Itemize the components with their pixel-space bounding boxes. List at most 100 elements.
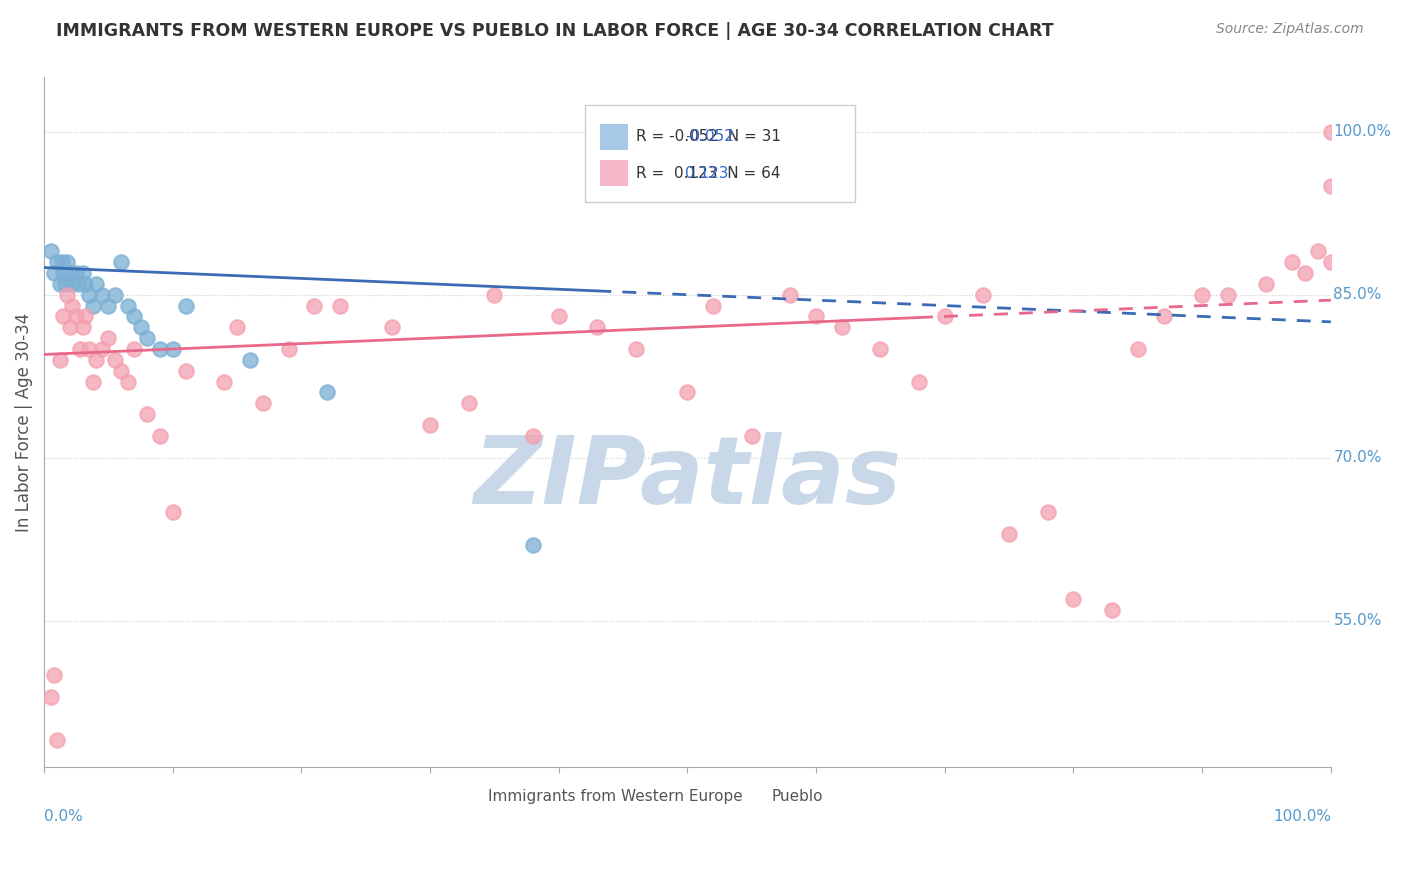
Point [162,505,184,519]
Bar [456,788,479,805]
Point [149,429,172,443]
Point [82,299,104,313]
Point [67,277,90,291]
Point [46,733,69,747]
Point [484,287,506,301]
Text: -0.052: -0.052 [685,129,734,145]
Point [59,266,82,280]
Point [129,320,152,334]
Point [75,277,97,291]
Text: 100.0%: 100.0% [1272,809,1331,823]
Point [65,266,87,280]
Point [44,266,66,280]
Point [110,255,132,269]
Point [77,342,100,356]
Point [75,310,97,324]
Point [1216,287,1239,301]
Point [122,310,145,324]
Point [65,310,87,324]
Point [1126,342,1149,356]
Point [97,331,120,345]
Point [624,342,647,356]
Point [51,255,73,269]
Point [52,266,75,280]
Point [72,266,94,280]
Point [104,352,127,367]
Point [91,342,114,356]
Point [174,299,197,313]
Point [82,375,104,389]
Point [122,342,145,356]
Point [162,342,184,356]
Point [136,331,159,345]
Point [676,385,699,400]
Point [62,299,84,313]
Point [174,364,197,378]
Point [1320,125,1343,139]
Point [48,277,70,291]
Text: R =  0.123  N = 64: R = 0.123 N = 64 [636,166,780,181]
Bar [600,124,628,150]
Point [869,342,891,356]
Point [329,299,352,313]
Point [91,287,114,301]
Point [117,299,139,313]
Point [998,526,1021,541]
Point [110,364,132,378]
Point [212,375,235,389]
Point [48,352,70,367]
Text: Source: ZipAtlas.com: Source: ZipAtlas.com [1216,22,1364,37]
Point [149,342,172,356]
Point [1320,179,1343,194]
Point [59,320,82,334]
Point [316,385,339,400]
Point [53,277,76,291]
Point [226,320,249,334]
Point [1281,255,1303,269]
Text: Pueblo: Pueblo [770,789,823,805]
Text: 100.0%: 100.0% [1333,124,1392,139]
Point [547,310,569,324]
Point [304,299,326,313]
Point [457,396,479,410]
Point [39,690,62,704]
Point [136,407,159,421]
Bar [585,105,855,202]
Point [586,320,609,334]
Point [1256,277,1278,291]
Point [69,342,91,356]
Point [934,310,956,324]
Point [1306,244,1329,259]
Point [117,375,139,389]
Point [779,287,801,301]
Point [84,352,107,367]
Point [39,244,62,259]
Point [804,310,827,324]
Point [419,418,441,433]
Point [380,320,402,334]
Point [1101,603,1123,617]
Point [46,255,69,269]
Point [831,320,853,334]
Bar [740,788,762,805]
Text: ZIPatlas: ZIPatlas [474,432,901,524]
Bar [600,161,628,186]
Y-axis label: In Labor Force | Age 30-34: In Labor Force | Age 30-34 [15,313,32,532]
Text: 70.0%: 70.0% [1333,450,1382,465]
Point [1191,287,1213,301]
Point [1153,310,1175,324]
Point [44,668,66,682]
Point [52,310,75,324]
Point [56,287,79,301]
Point [277,342,299,356]
Point [56,255,79,269]
Text: IMMIGRANTS FROM WESTERN EUROPE VS PUEBLO IN LABOR FORCE | AGE 30-34 CORRELATION : IMMIGRANTS FROM WESTERN EUROPE VS PUEBLO… [56,22,1054,40]
Point [72,320,94,334]
Point [1062,591,1084,606]
Point [972,287,994,301]
Point [62,277,84,291]
Text: R = -0.052  N = 31: R = -0.052 N = 31 [636,129,780,145]
Point [84,277,107,291]
Text: 85.0%: 85.0% [1333,287,1382,302]
Text: 55.0%: 55.0% [1333,613,1382,628]
